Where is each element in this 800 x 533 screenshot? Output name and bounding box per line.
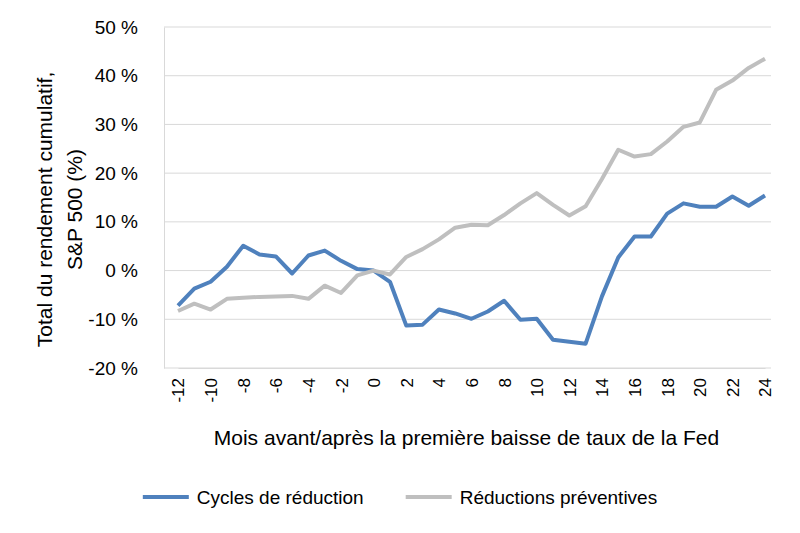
y-axis-title: Total du rendement cumulatif, [33,72,56,347]
x-axis: -12-10-8-6-4-2024681012141618202224 [169,368,775,403]
plot-area [178,59,765,344]
x-tick-label: 10 [528,378,547,397]
y-axis-title: S&P 500 (%) [63,149,86,270]
x-axis-title: Mois avant/après la première baisse de t… [214,426,719,449]
y-tick: 50 % [95,17,164,38]
x-tick: 12 [561,368,580,397]
x-tick: 14 [593,368,612,397]
grid [164,27,771,368]
grid-line [164,270,771,271]
x-tick: -2 [333,368,352,393]
legend-label: Cycles de réduction [197,487,364,508]
x-tick-label: 0 [365,378,384,387]
x-tick-label: 18 [659,378,678,397]
legend-label: Réductions préventives [460,487,658,508]
series-line [178,196,765,344]
x-tick: -10 [202,368,221,403]
x-tick: -6 [267,368,286,393]
y-tick-label: -10 % [88,309,138,330]
x-tick-label: 14 [593,378,612,397]
y-tick-label: 50 % [95,17,138,38]
x-tick: -4 [300,368,319,393]
x-tick-label: -6 [267,378,286,393]
chart: -20 %-10 %0 %10 %20 %30 %40 %50 %-12-10-… [0,0,800,533]
x-tick: 4 [430,368,449,387]
y-axis-line [164,28,165,369]
x-tick-label: -8 [235,378,254,393]
legend-swatch [143,495,189,499]
x-tick: 24 [756,368,775,397]
x-tick-label: -10 [202,378,221,403]
legend-item: Réductions préventives [406,487,658,508]
x-tick-label: 6 [463,378,482,387]
grid-line [164,124,771,125]
legend: Cycles de réduction Réductions préventive… [143,487,657,508]
x-tick: 10 [528,368,547,397]
y-tick-label: 30 % [95,114,138,135]
y-tick: 30 % [95,114,164,135]
y-tick-label: 20 % [95,163,138,184]
y-tick: -10 % [88,309,164,330]
x-tick: -12 [169,368,188,403]
grid-line [164,173,771,174]
x-tick: -8 [235,368,254,393]
y-tick: 40 % [95,65,164,86]
x-tick: 6 [463,368,482,387]
x-tick: 20 [691,368,710,397]
x-tick-label: -4 [300,378,319,393]
grid-line [164,368,771,369]
x-tick-label: 24 [756,378,775,397]
x-tick: 18 [659,368,678,397]
x-tick-label: -12 [169,378,188,403]
x-tick-label: 20 [691,378,710,397]
x-tick: 16 [626,368,645,397]
y-tick-label: 10 % [95,211,138,232]
x-tick: 8 [496,368,515,387]
x-tick-label: 12 [561,378,580,397]
x-tick-label: 4 [430,378,449,387]
x-tick-label: 8 [496,378,515,387]
legend-swatch [406,495,452,499]
y-tick: 20 % [95,163,164,184]
y-axis: -20 % -10 % 0 % 10 % 20 % 30 % 40 % 50 % [88,17,164,379]
y-tick: -20 % [88,358,164,379]
y-tick-label: 40 % [95,65,138,86]
x-tick: 2 [398,368,417,387]
grid-line [164,27,771,28]
x-tick-label: 16 [626,378,645,397]
y-tick: 10 % [95,211,164,232]
grid-line [164,75,771,76]
series-line [178,59,765,311]
x-tick-label: -2 [333,378,352,393]
y-tick: 0 % [105,260,164,281]
x-tick: 22 [724,368,743,397]
x-tick-label: 22 [724,378,743,397]
x-tick-label: 2 [398,378,417,387]
x-tick: 0 [365,368,384,387]
grid-line [164,221,771,222]
legend-item: Cycles de réduction [143,487,364,508]
y-tick-label: -20 % [88,358,138,379]
y-tick-label: 0 % [105,260,138,281]
x-axis-line [179,368,766,369]
